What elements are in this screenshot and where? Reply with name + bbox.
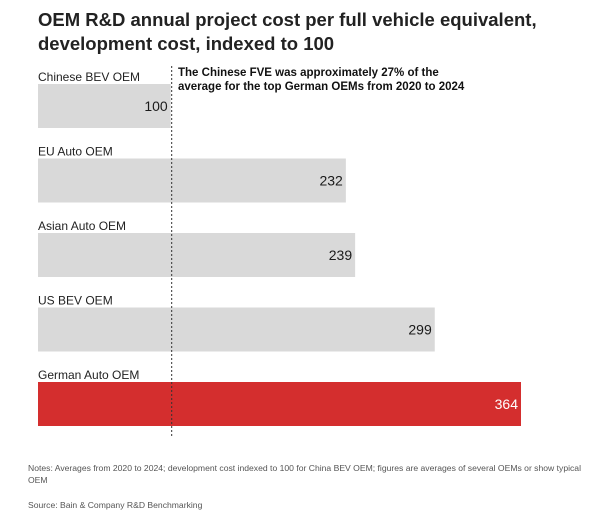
bar-value-label: 232 bbox=[319, 173, 343, 189]
bar bbox=[38, 307, 435, 352]
bar bbox=[38, 382, 521, 426]
bar bbox=[38, 158, 346, 203]
annotation-fve: FVE bbox=[249, 67, 272, 79]
category-label: Asian Auto OEM bbox=[38, 219, 126, 233]
category-label: EU Auto OEM bbox=[38, 145, 113, 159]
chart-title: OEM R&D annual project cost per full veh… bbox=[38, 8, 578, 56]
annotation-text-1: The Chinese bbox=[178, 67, 250, 79]
category-label: Chinese BEV OEM bbox=[38, 70, 140, 84]
bar-chart: Chinese BEV OEM 100 EU Auto OEM 232 Asian Au… bbox=[38, 66, 521, 436]
bar-value-label: 239 bbox=[329, 247, 353, 263]
chart-annotation: The Chinese FVE was approximately 27% of… bbox=[178, 66, 538, 94]
category-label: German Auto OEM bbox=[38, 368, 139, 382]
chart-source: Source: Bain & Company R&D Benchmarking bbox=[28, 500, 203, 510]
bar-value-label: 100 bbox=[144, 98, 168, 114]
bar bbox=[38, 84, 171, 128]
annotation-text-3: average for the top German OEMs from 202… bbox=[178, 81, 465, 93]
bar bbox=[38, 233, 356, 277]
annotation-text-2: was approximately 27% of the bbox=[271, 67, 439, 79]
chart-title-line-2: development cost, indexed to 100 bbox=[38, 33, 335, 54]
bar-value-label: 299 bbox=[408, 322, 432, 338]
bar-value-label: 364 bbox=[495, 396, 519, 412]
chart-title-line-1: OEM R&D annual project cost per full veh… bbox=[38, 9, 537, 30]
chart-notes: Notes: Averages from 2020 to 2024; devel… bbox=[28, 463, 581, 485]
category-label: US BEV OEM bbox=[38, 294, 113, 308]
